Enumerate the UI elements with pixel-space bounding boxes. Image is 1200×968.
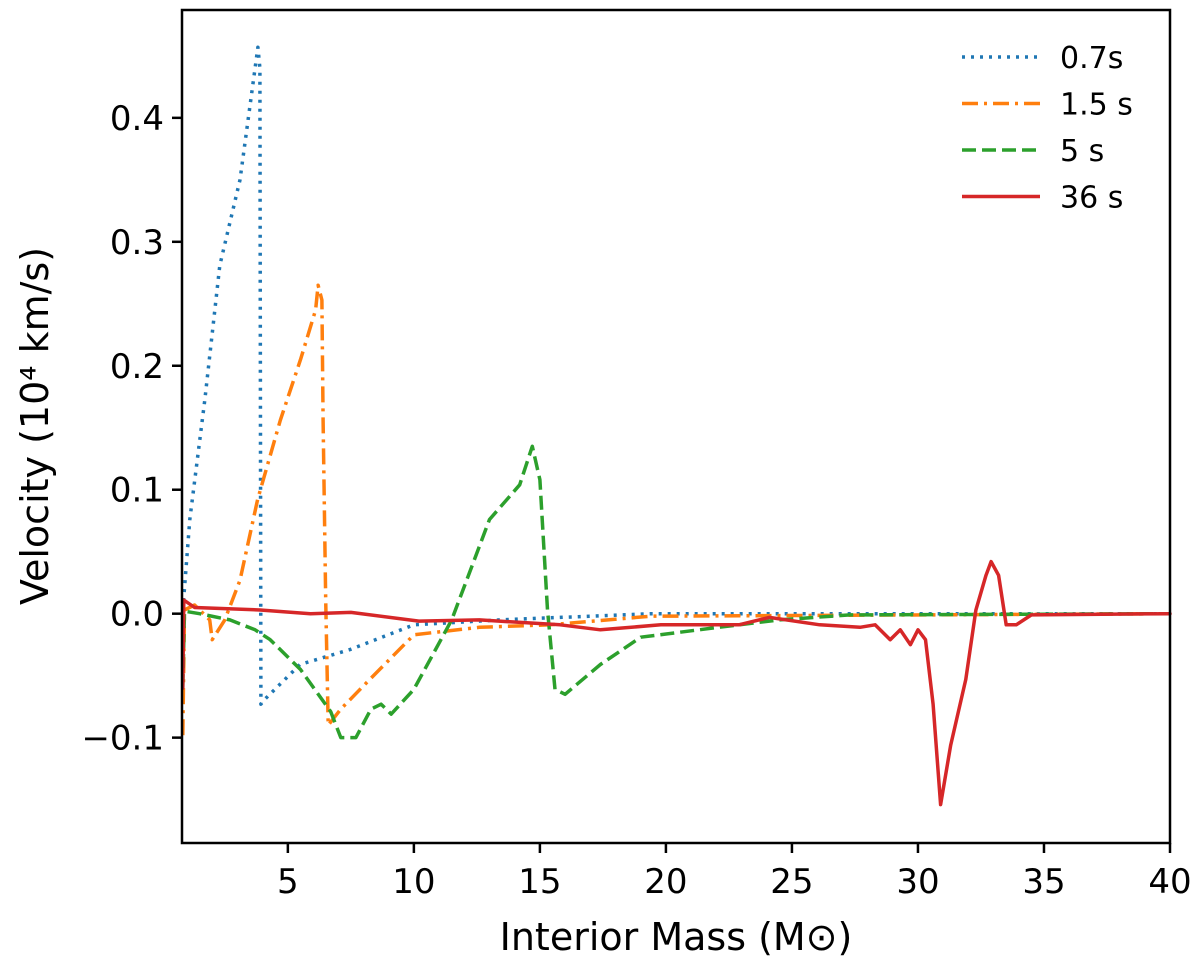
plot-frame	[180, 8, 1172, 845]
x-tick-label: 30	[896, 862, 939, 902]
legend-label-2: 5 s	[1060, 134, 1104, 169]
x-tick-label: 15	[518, 862, 561, 902]
y-tick-label: 0.2	[110, 347, 164, 387]
y-tick-label: 0.0	[110, 595, 164, 635]
y-axis-label: Velocity (10⁴ km/s)	[13, 247, 57, 605]
y-tick-label: −0.1	[81, 719, 164, 759]
y-tick-label: 0.1	[110, 471, 164, 511]
x-tick-label: 25	[770, 862, 813, 902]
legend-label-1: 1.5 s	[1060, 88, 1133, 123]
x-axis: 5 10 15 20 25 30 35 40	[277, 843, 1192, 902]
x-tick-label: 40	[1148, 862, 1191, 902]
legend-label-0: 0.7s	[1060, 41, 1123, 76]
series-line-3	[181, 559, 1172, 807]
series-line-0	[181, 45, 1170, 706]
y-tick-label: 0.3	[110, 223, 164, 263]
x-tick-label: 5	[277, 862, 299, 902]
series-layer	[181, 45, 1172, 807]
series-line-2	[181, 444, 1171, 740]
y-tick-label: 0.4	[110, 99, 164, 139]
x-axis-label: Interior Mass (M⊙)	[500, 915, 853, 959]
series-line-1	[181, 283, 1171, 736]
legend-label-3: 36 s	[1060, 181, 1123, 216]
x-tick-label: 10	[392, 862, 435, 902]
y-axis: −0.1 0.0 0.1 0.2 0.3 0.4	[81, 99, 182, 759]
legend: 0.7s 1.5 s 5 s 36 s	[962, 41, 1133, 216]
x-tick-label: 20	[644, 862, 687, 902]
x-tick-label: 35	[1022, 862, 1065, 902]
